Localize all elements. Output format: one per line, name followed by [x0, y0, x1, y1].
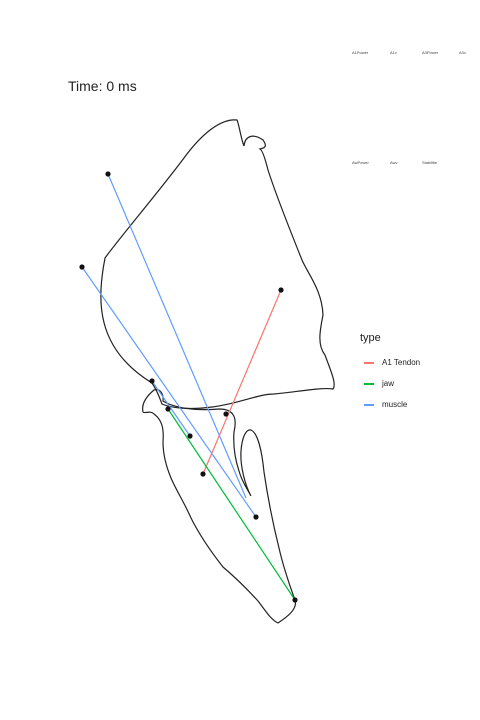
legend-item-a1-tendon: A1 Tendon: [360, 352, 460, 373]
top-label-a3power: A3Power: [422, 50, 439, 55]
point-marker: [200, 471, 206, 477]
point-marker: [105, 171, 111, 177]
top-label-awv: Awv: [390, 160, 398, 165]
tendon-line: [202, 289, 282, 475]
top-label-stabilitie: Stabilitie: [422, 160, 438, 165]
legend-label-a1-tendon: A1 Tendon: [382, 358, 421, 367]
mandible-outline: [142, 388, 297, 624]
muscle-line: [151, 380, 191, 437]
legend-key-muscle: [364, 403, 374, 406]
top-label-awpower: AwPower: [352, 160, 369, 165]
legend-label-jaw: jaw: [382, 379, 395, 388]
time-title: Time: 0 ms: [68, 78, 137, 94]
point-marker: [223, 411, 229, 417]
skull-outline: [100, 119, 335, 410]
legend: type A1 Tendon jaw muscle: [360, 332, 460, 415]
point-marker: [79, 264, 85, 270]
point-marker: [253, 514, 259, 520]
muscle-line: [107, 173, 247, 499]
legend-label-muscle: muscle: [382, 400, 408, 409]
point-marker: [292, 597, 298, 603]
legend-title: type: [360, 332, 381, 344]
point-marker: [187, 433, 193, 439]
top-label-a1power: A1Power: [352, 50, 369, 55]
top-label-a3v: A3v: [459, 50, 466, 55]
point-marker: [278, 287, 284, 293]
muscle-line: [81, 266, 257, 518]
legend-item-jaw: jaw: [360, 373, 460, 394]
legend-item-muscle: muscle: [360, 394, 460, 415]
legend-key-jaw: [364, 382, 374, 385]
point-marker: [165, 406, 171, 412]
point-marker: [149, 378, 155, 384]
jaw-line: [167, 408, 296, 601]
top-label-a1v: A1v: [390, 50, 397, 55]
legend-key-a1-tendon: [364, 361, 374, 364]
